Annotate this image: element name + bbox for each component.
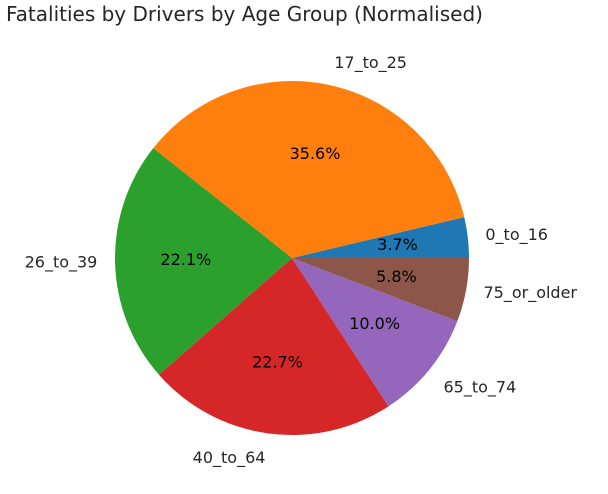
slice-percent-17-to-25: 35.6% [290,144,341,163]
pie-slice-40-to-64 [158,258,389,435]
slice-label-75-or-older: 75_or_older [483,283,577,303]
slice-percent-65-to-74: 10.0% [349,314,400,333]
slice-percent-75-or-older: 5.8% [376,267,417,286]
pie-labels: 0_to_16 3.7% 17_to_25 35.6% 26_to_39 22.1% 40_… [25,53,578,468]
pie-slice-65-to-74 [292,258,458,407]
slice-label-0-to-16: 0_to_16 [485,225,548,245]
slice-percent-26-to-39: 22.1% [160,250,211,269]
slice-label-26-to-39: 26_to_39 [25,252,98,272]
pie-slices [114,80,469,435]
slice-label-40-to-64: 40_to_64 [193,448,266,468]
pie-slice-0-to-16 [292,217,469,258]
pie-slice-17-to-25 [153,80,465,258]
slice-percent-0-to-16: 3.7% [377,235,418,254]
pie-slice-75-or-older [292,258,469,322]
slice-label-65-to-74: 65_to_74 [443,377,516,397]
chart-title: Fatalities by Drivers by Age Group (Norm… [6,2,483,26]
slice-label-17-to-25: 17_to_25 [334,53,407,73]
slice-percent-40-to-64: 22.7% [252,353,303,372]
pie-slice-26-to-39 [114,148,292,375]
